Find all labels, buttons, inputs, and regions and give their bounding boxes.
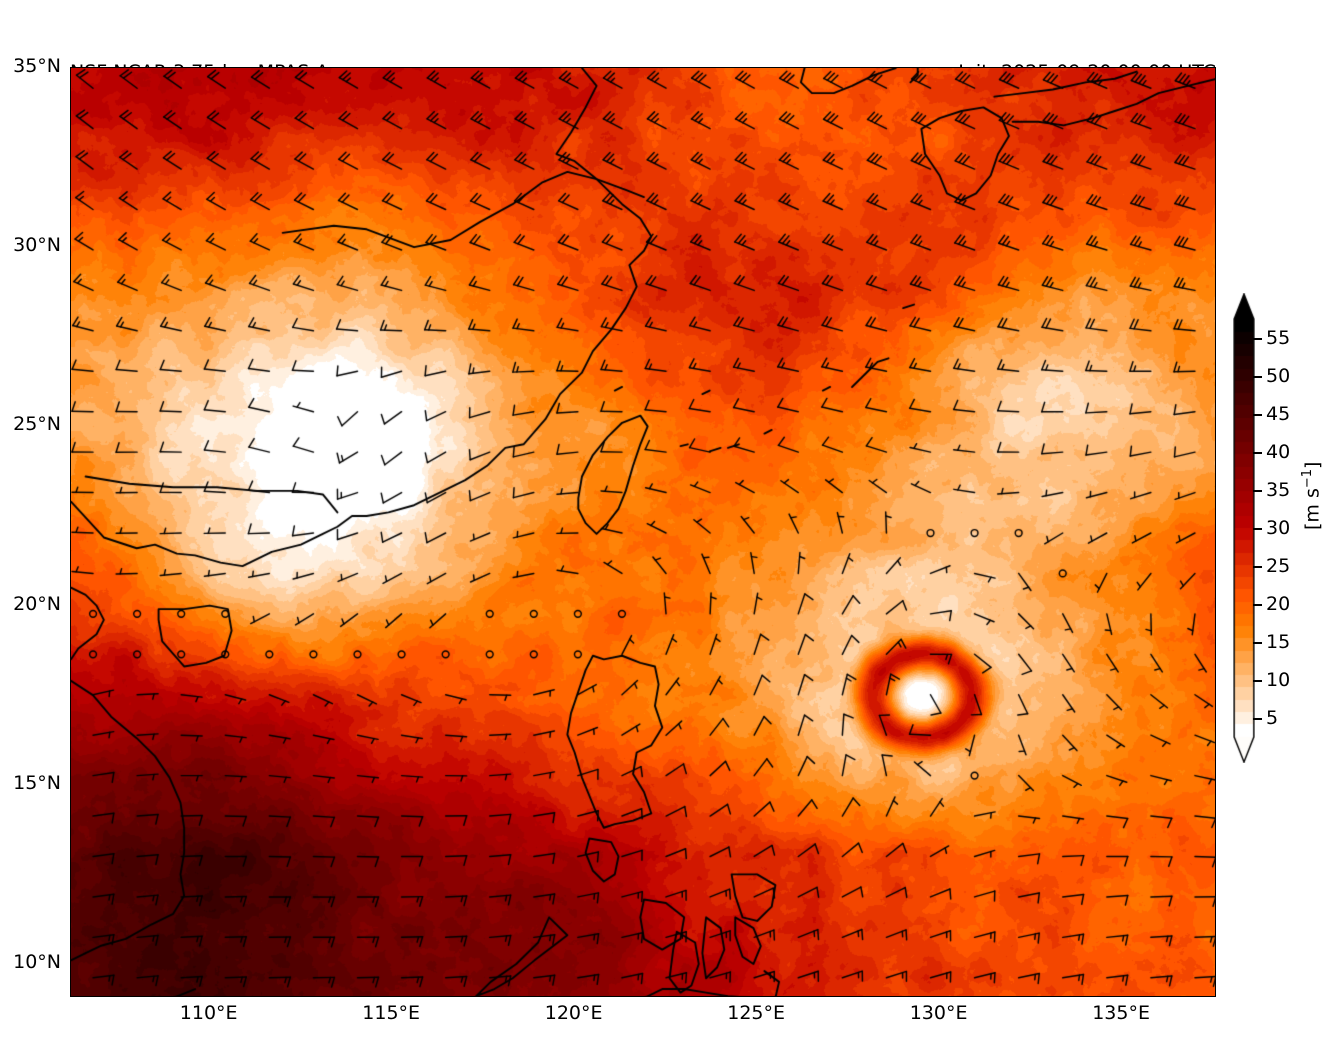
- shear-field-map: [71, 68, 1215, 996]
- colorbar-tick-20: 20: [1266, 593, 1291, 615]
- colorbar-tickmark-35: [1253, 490, 1262, 492]
- colorbar-tick-40: 40: [1266, 441, 1291, 463]
- lon-tick-115: 115°E: [362, 1002, 421, 1024]
- colorbar-tick-30: 30: [1266, 517, 1291, 539]
- colorbar: [1233, 293, 1255, 763]
- lat-tick-10: 10°N: [13, 950, 61, 973]
- colorbar-gradient: [1233, 293, 1255, 763]
- colorbar-tick-10: 10: [1266, 669, 1291, 691]
- map-axes: [70, 67, 1216, 997]
- colorbar-tickmark-10: [1253, 680, 1262, 682]
- lon-tick-120: 120°E: [544, 1002, 603, 1024]
- colorbar-tickmark-50: [1253, 376, 1262, 378]
- lat-tick-15: 15°N: [13, 771, 61, 794]
- lon-tick-135: 135°E: [1092, 1002, 1150, 1024]
- colorbar-tickmark-20: [1253, 604, 1262, 606]
- colorbar-tickmark-40: [1253, 452, 1262, 454]
- colorbar-tickmark-30: [1253, 528, 1262, 530]
- lat-tick-25: 25°N: [13, 413, 61, 436]
- lat-tick-35: 35°N: [13, 55, 61, 77]
- colorbar-tick-50: 50: [1266, 365, 1291, 387]
- lat-tick-30: 30°N: [13, 234, 61, 257]
- colorbar-tickmark-45: [1253, 414, 1262, 416]
- colorbar-tickmark-25: [1253, 566, 1262, 568]
- lon-tick-110: 110°E: [179, 1002, 238, 1024]
- lon-tick-130: 130°E: [909, 1002, 968, 1024]
- colorbar-axis-label: [m s−1]: [1300, 461, 1324, 530]
- colorbar-tickmark-5: [1253, 718, 1262, 720]
- colorbar-tick-35: 35: [1266, 479, 1291, 501]
- lat-tick-20: 20°N: [13, 592, 61, 615]
- colorbar-tick-45: 45: [1266, 403, 1291, 425]
- colorbar-tick-25: 25: [1266, 555, 1291, 577]
- lon-tick-125: 125°E: [727, 1002, 786, 1024]
- colorbar-tick-55: 55: [1266, 327, 1291, 349]
- colorbar-tickmark-15: [1253, 642, 1262, 644]
- colorbar-tick-15: 15: [1266, 631, 1291, 653]
- colorbar-tick-5: 5: [1266, 707, 1279, 729]
- colorbar-tickmark-55: [1253, 338, 1262, 340]
